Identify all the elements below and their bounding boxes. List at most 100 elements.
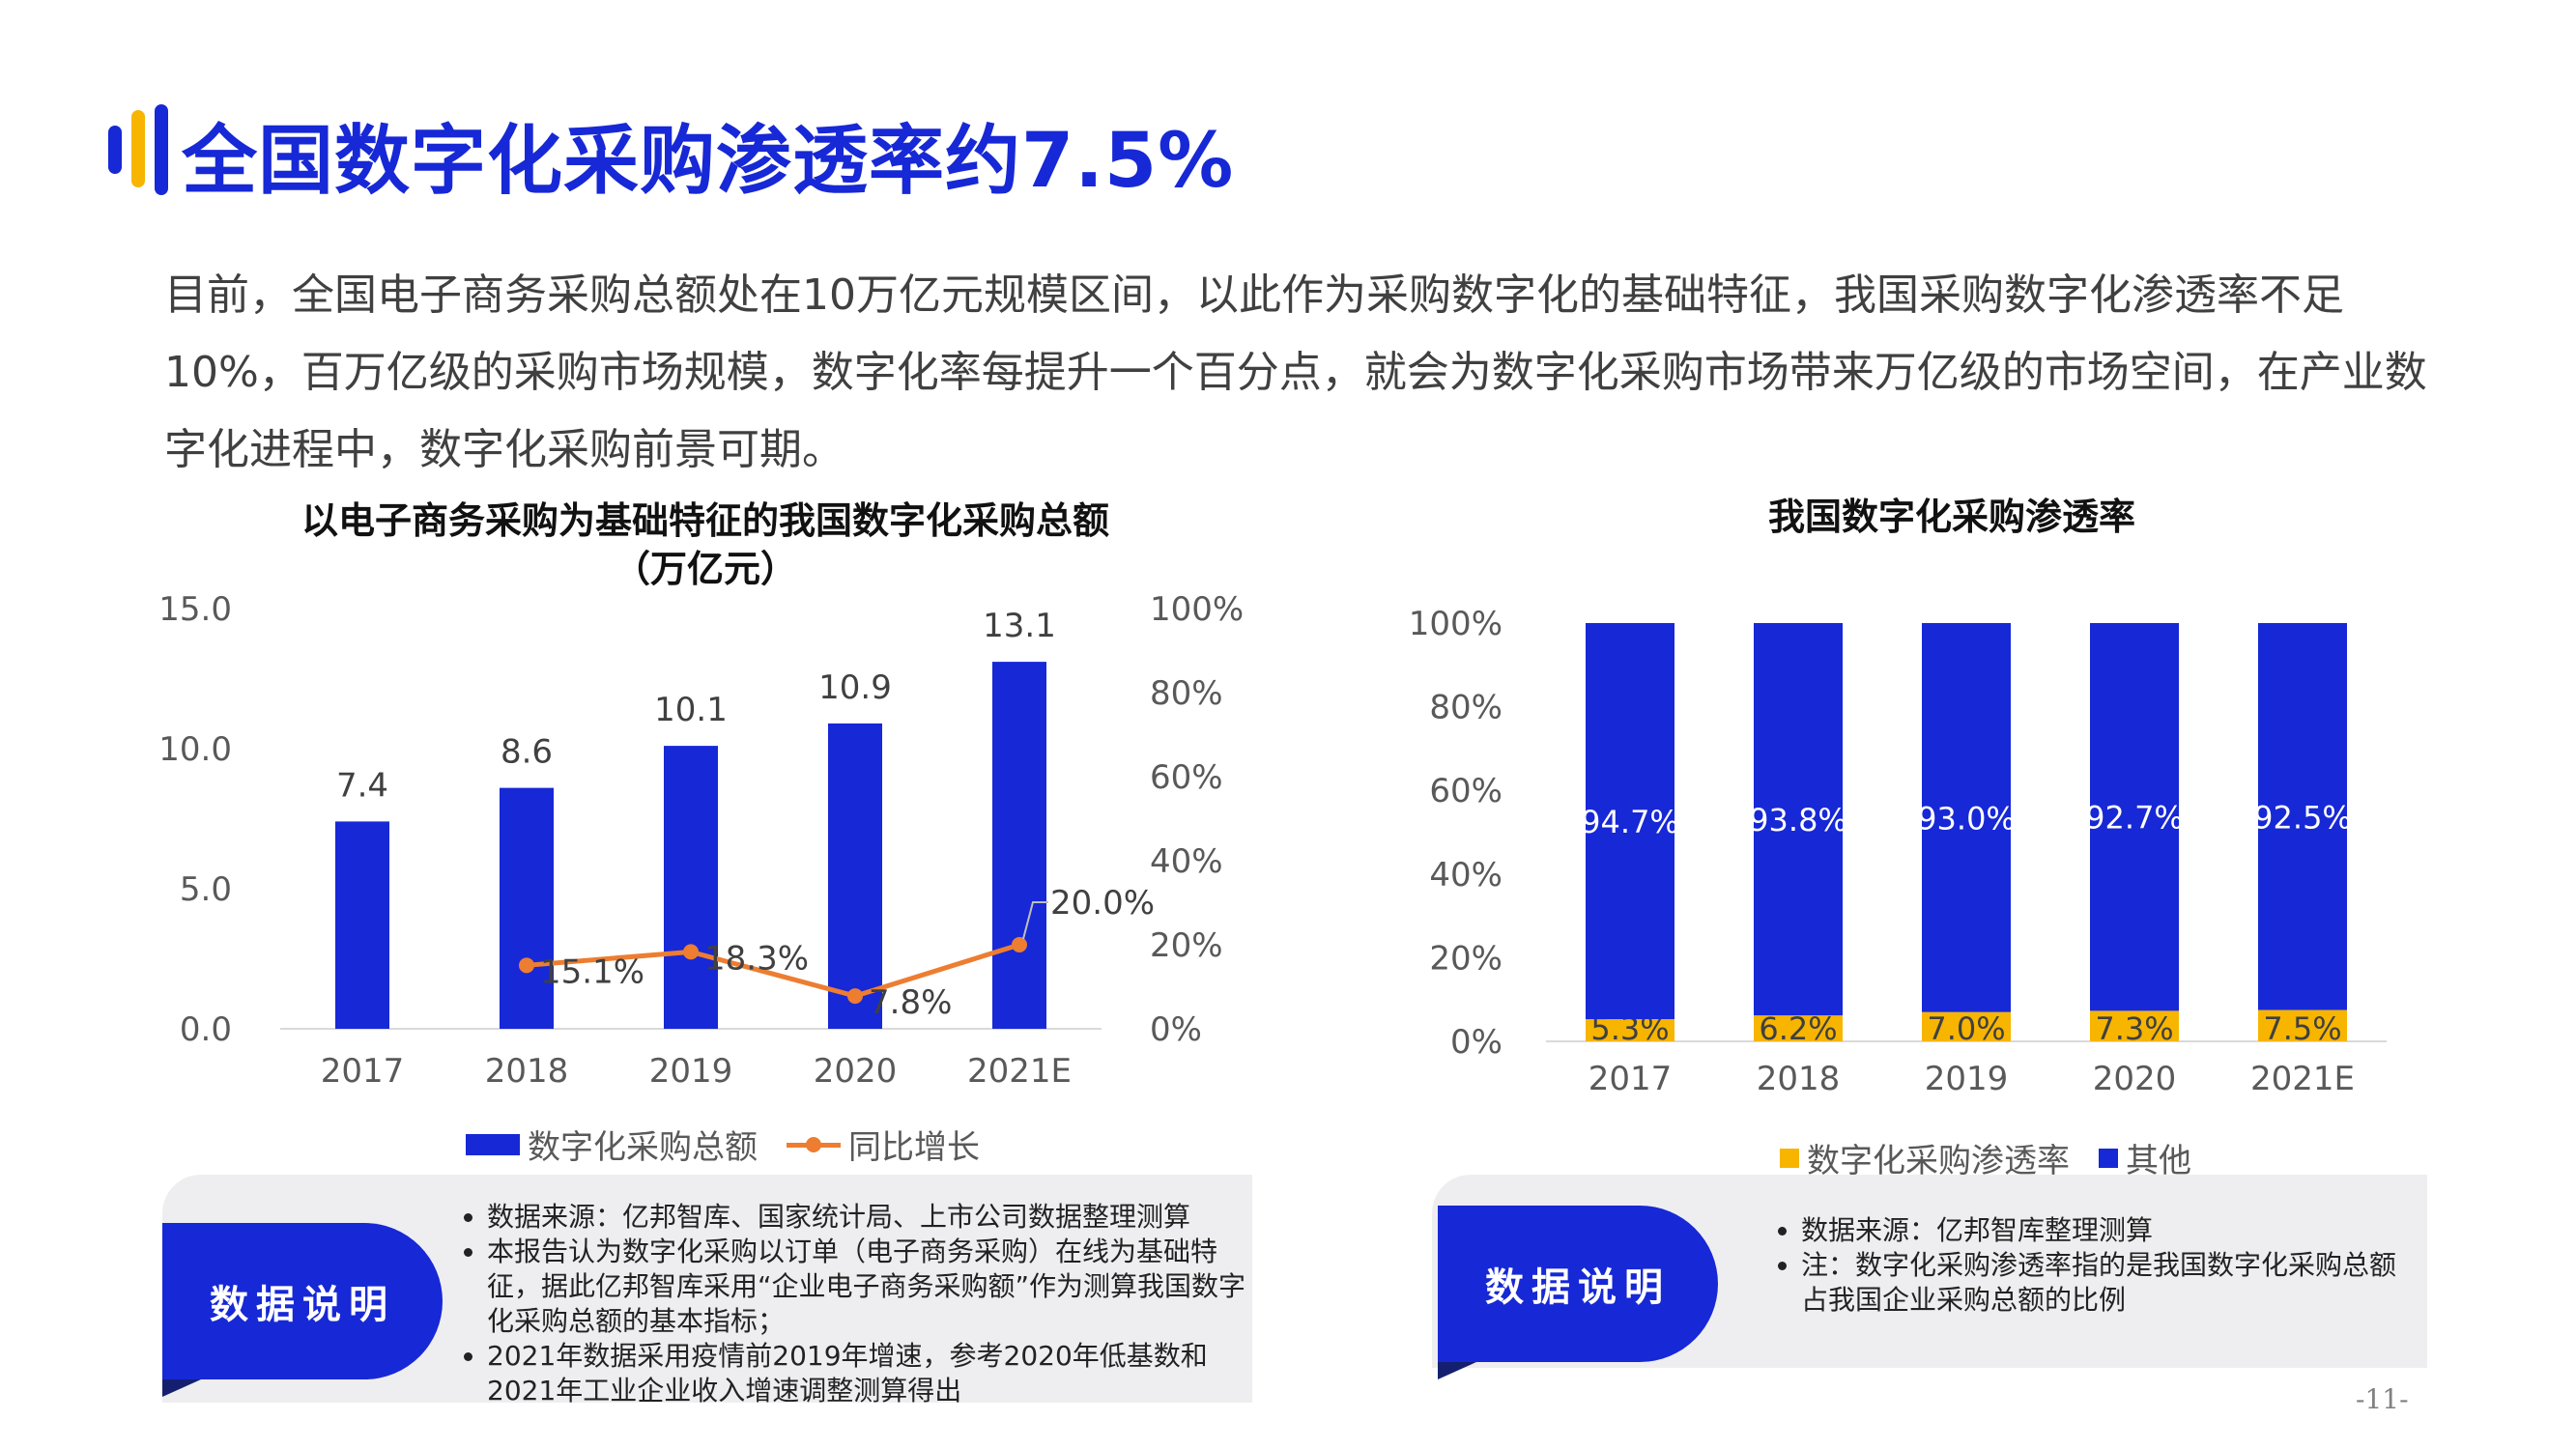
accent-bar [131,110,145,187]
legend-item-penetration: 数字化采购渗透率 [1780,1134,2070,1181]
bar-data-label: 7.0% [1927,1010,2005,1047]
note-item: 本报告认为数字化采购以订单（电子商务采购）在线为基础特征，据此亿邦智库采用“企业… [487,1235,1260,1339]
legend-swatch-blue [2099,1148,2118,1168]
x-tick-label: 2020 [814,1052,898,1091]
page-title: 全国数字化采购渗透率约7.5% [182,118,1235,205]
y-tick-label: 0.0 [180,1010,232,1049]
bar-other [1586,623,1674,1020]
y2-tick-label: 40% [1150,842,1223,881]
right-notes-label: 数据说明 [1438,1206,1718,1362]
bar-penetration [1586,1019,1674,1041]
left-chart-subtitle: （万亿元） [613,548,797,590]
legend-swatch-bar [466,1133,520,1155]
legend-label: 同比增长 [848,1128,980,1167]
note-item: 数据来源：亿邦智库整理测算 [1801,1213,2419,1248]
bar-data-label: 10.1 [654,691,728,729]
y-tick-label: 20% [1429,939,1503,978]
x-tick-label: 2018 [1757,1060,1841,1098]
growth-data-label: 7.8% [869,983,952,1022]
accent-bar [155,104,168,195]
bar-data-label: 92.7% [2085,800,2184,837]
bar-data-label: 8.6 [501,733,553,772]
legend-item-amount: 数字化采购总额 [466,1121,758,1168]
note-item: 注：数字化采购渗透率指的是我国数字化采购总额占我国企业采购总额的比例 [1801,1248,2419,1318]
intro-paragraph: 目前，全国电子商务采购总额处在10万亿元规模区间，以此作为采购数字化的基础特征，… [164,270,2427,474]
accent-bar [108,126,122,174]
x-tick-label: 2017 [1589,1060,1673,1098]
y-tick-label: 80% [1429,689,1503,727]
legend-item-growth: 同比增长 [787,1121,980,1168]
y-tick-label: 15.0 [158,590,232,629]
growth-point [847,988,863,1005]
bar-data-label: 94.7% [1581,804,1679,840]
left-chart: 0.0 5.0 10.0 15.0 0% 20% 40% 60% 80% 100% 2017 2018… [158,590,1244,1091]
bar-data-label: 7.4 [336,766,388,805]
left-chart-title-block: 以电子商务采购为基础特征的我国数字化采购总额 （万亿元） [242,497,1169,593]
right-chart-title: 我国数字化采购渗透率 [1767,496,2135,538]
x-tick-label: 2021E [967,1052,1072,1091]
right-chart: 0%20%40%60%80%100%2017 2018 2019 2020 2021E5… [1409,605,2387,1098]
bar-amount [664,746,718,1029]
x-tick-label: 2017 [321,1052,405,1091]
page-number: -11- [2356,1383,2409,1415]
bar-other [2258,623,2347,1010]
y2-tick-label: 20% [1150,926,1223,965]
bar-amount [335,821,389,1029]
title-accent-bars [108,104,168,195]
legend-label: 其他 [2126,1142,2191,1180]
note-item: 数据来源：亿邦智库、国家统计局、上市公司数据整理测算 [487,1200,1260,1235]
legend-item-other: 其他 [2099,1134,2191,1181]
y2-tick-label: 80% [1150,674,1223,713]
bar-amount [828,723,882,1029]
legend-label: 数字化采购总额 [528,1128,758,1167]
growth-point [1012,937,1027,952]
bar-other [2090,623,2179,1011]
growth-data-label: 15.1% [540,952,644,991]
growth-point [683,944,699,960]
left-chart-legend: 数字化采购总额 同比增长 [466,1121,980,1168]
bar-penetration [1922,1011,2011,1041]
bar-data-label: 6.2% [1759,1010,1837,1047]
bar-amount [992,662,1046,1029]
left-notes-label: 数据说明 [162,1223,443,1379]
legend-swatch-line [787,1134,841,1155]
x-tick-label: 2018 [485,1052,569,1091]
growth-point [519,957,534,974]
bar-other [1754,623,1843,1016]
note-item: 2021年数据采用疫情前2019年增速，参考2020年低基数和2021年工业企业… [487,1339,1260,1408]
growth-line [526,942,1020,999]
y-tick-label: 60% [1429,772,1503,810]
right-notes-list: 数据来源：亿邦智库整理测算 注：数字化采购渗透率指的是我国数字化采购总额占我国企… [1768,1213,2419,1318]
bar-data-label: 13.1 [983,607,1056,645]
data-label-leader [1022,901,1048,940]
y2-tick-label: 100% [1150,590,1244,629]
bar-data-label: 10.9 [818,668,892,707]
x-tick-label: 2020 [2093,1060,2177,1098]
bar-data-label: 93.0% [1917,800,2016,837]
y2-tick-label: 60% [1150,758,1223,797]
bar-penetration [1754,1015,1843,1041]
y-tick-label: 40% [1429,856,1503,895]
legend-swatch-yellow [1780,1148,1799,1168]
legend-label: 数字化采购渗透率 [1807,1142,2070,1180]
left-chart-title: 以电子商务采购为基础特征的我国数字化采购总额 [301,499,1109,542]
y-tick-label: 100% [1409,605,1503,643]
y-tick-label: 5.0 [180,870,232,909]
x-tick-label: 2019 [649,1052,733,1091]
bar-penetration [2090,1010,2179,1041]
notes-pill-tail [162,1379,201,1397]
bar-data-label: 93.8% [1749,802,1847,838]
bar-data-label: 92.5% [2253,799,2352,836]
y2-tick-label: 0% [1150,1010,1202,1049]
bar-other [1922,623,2011,1012]
y-tick-label: 10.0 [158,730,232,769]
bar-penetration [2258,1009,2347,1041]
right-chart-legend: 数字化采购渗透率 其他 [1780,1134,2191,1181]
x-tick-label: 2021E [2250,1060,2355,1098]
bar-data-label: 7.5% [2263,1010,2341,1047]
left-notes-list: 数据来源：亿邦智库、国家统计局、上市公司数据整理测算 本报告认为数字化采购以订单… [454,1200,1260,1408]
y-tick-label: 0% [1450,1023,1503,1062]
growth-data-label: 18.3% [704,939,809,978]
growth-data-label: 20.0% [1050,884,1155,923]
bar-amount [500,787,554,1029]
